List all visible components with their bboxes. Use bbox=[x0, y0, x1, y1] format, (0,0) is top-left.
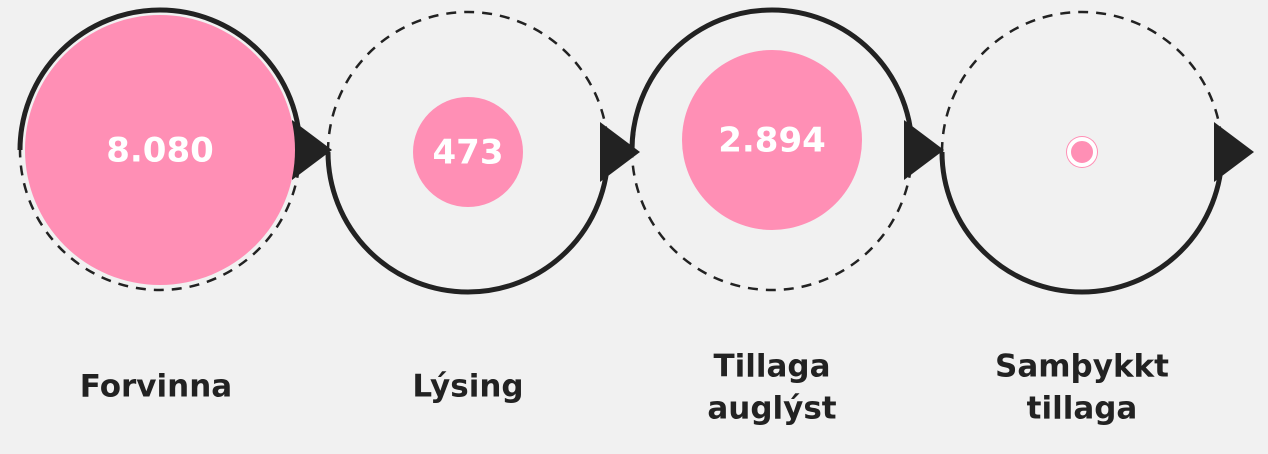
ring-arc bbox=[629, 7, 915, 151]
stage-label: tillaga bbox=[1027, 391, 1138, 427]
arrow bbox=[600, 122, 640, 182]
stage-value: 2.894 bbox=[718, 121, 826, 161]
stage-value: 473 bbox=[433, 133, 504, 173]
stages: 8.080 Forvinna 473 Lýsing 2.894 Tillaga auglýs… bbox=[17, 7, 1254, 427]
stage-label: auglýst bbox=[707, 391, 836, 427]
value-bubble bbox=[682, 50, 862, 230]
ring-arc bbox=[18, 149, 302, 292]
ring-arc bbox=[630, 149, 914, 292]
value-bubble bbox=[25, 15, 295, 285]
stage-label: Forvinna bbox=[80, 369, 232, 405]
arrow bbox=[1214, 122, 1254, 182]
value-bubble bbox=[413, 97, 523, 207]
value-bubble-outline bbox=[1067, 137, 1097, 167]
arrow bbox=[292, 120, 332, 180]
stage-label: Lýsing bbox=[412, 369, 523, 405]
stage-label: Tillaga bbox=[713, 349, 830, 385]
ring-arc bbox=[325, 151, 611, 295]
ring-arc bbox=[940, 10, 1224, 153]
arrow bbox=[904, 120, 944, 180]
ring-arc bbox=[939, 151, 1225, 295]
ring-arc bbox=[326, 10, 610, 153]
stage-value: 8.080 bbox=[106, 131, 214, 171]
ring-arc bbox=[17, 7, 303, 151]
stage-label: Samþykkt bbox=[995, 349, 1169, 385]
